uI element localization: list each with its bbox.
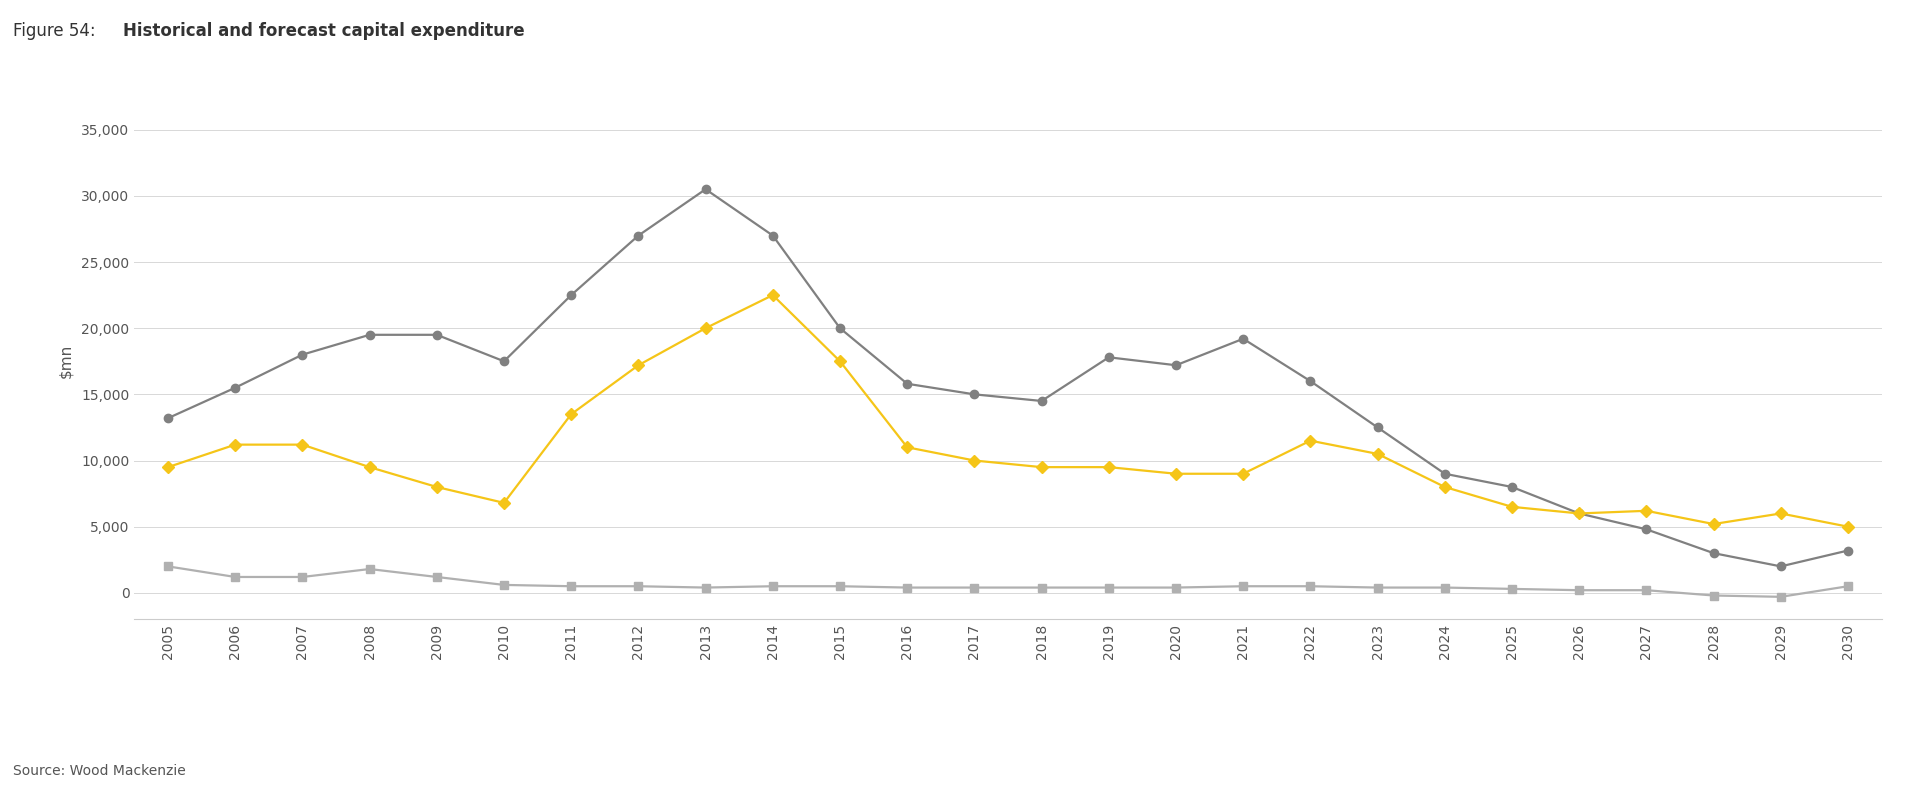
UK <box>1770 509 1793 518</box>
Text: Historical and forecast capital expenditure: Historical and forecast capital expendit… <box>123 21 524 40</box>
UK <box>829 357 852 366</box>
UK <box>426 482 449 491</box>
Norway <box>1703 549 1726 558</box>
Netherlands <box>1569 585 1592 595</box>
Netherlands <box>1703 591 1726 600</box>
Norway <box>1836 545 1859 555</box>
Norway <box>426 330 449 340</box>
Norway <box>762 231 785 241</box>
Norway <box>225 383 248 392</box>
Netherlands <box>829 581 852 591</box>
Norway <box>829 323 852 333</box>
UK <box>359 462 382 472</box>
Netherlands <box>1836 581 1859 591</box>
UK <box>1501 502 1524 511</box>
Netherlands <box>1770 592 1793 602</box>
Line: UK: UK <box>163 291 1853 531</box>
Norway <box>962 390 985 399</box>
UK <box>492 498 515 507</box>
Netherlands <box>1298 581 1321 591</box>
UK <box>762 291 785 300</box>
Netherlands <box>1098 583 1121 592</box>
Netherlands <box>1501 584 1524 594</box>
Norway <box>290 350 313 360</box>
Line: Norway: Norway <box>163 185 1853 571</box>
Norway <box>1164 360 1187 370</box>
Netherlands <box>1367 583 1390 592</box>
Netherlands <box>359 565 382 574</box>
Norway <box>1233 334 1256 344</box>
Netherlands <box>156 561 180 571</box>
UK <box>156 462 180 472</box>
Netherlands <box>695 583 718 592</box>
Netherlands <box>897 583 920 592</box>
Norway <box>492 357 515 366</box>
Text: Figure 54:: Figure 54: <box>13 21 102 40</box>
Norway <box>1098 353 1121 362</box>
Norway <box>561 291 584 300</box>
Netherlands <box>290 572 313 582</box>
Netherlands <box>1233 581 1256 591</box>
Text: Source: Wood Mackenzie: Source: Wood Mackenzie <box>13 764 186 778</box>
Netherlands <box>1164 583 1187 592</box>
UK <box>1233 469 1256 479</box>
UK <box>626 360 649 370</box>
Netherlands <box>1031 583 1054 592</box>
Norway <box>156 414 180 423</box>
Norway <box>1434 469 1457 479</box>
Norway <box>1298 376 1321 386</box>
UK <box>1298 436 1321 445</box>
UK <box>1434 482 1457 491</box>
UK <box>897 442 920 452</box>
Netherlands <box>626 581 649 591</box>
Norway <box>1031 396 1054 406</box>
Norway <box>695 184 718 194</box>
UK <box>225 440 248 449</box>
UK <box>1367 449 1390 459</box>
Norway <box>1634 525 1657 534</box>
Netherlands <box>492 580 515 590</box>
UK <box>290 440 313 449</box>
UK <box>1098 462 1121 472</box>
Netherlands <box>762 581 785 591</box>
Norway <box>1569 509 1592 518</box>
UK <box>695 323 718 333</box>
Norway <box>1501 482 1524 491</box>
Norway <box>897 379 920 388</box>
Y-axis label: $mn: $mn <box>58 344 73 379</box>
Netherlands <box>225 572 248 582</box>
UK <box>561 410 584 419</box>
Netherlands <box>426 572 449 582</box>
Norway <box>626 231 649 241</box>
Norway <box>1367 422 1390 432</box>
UK <box>1164 469 1187 479</box>
Netherlands <box>1634 585 1657 595</box>
UK <box>1031 462 1054 472</box>
Norway <box>359 330 382 340</box>
Netherlands <box>962 583 985 592</box>
Netherlands <box>1434 583 1457 592</box>
UK <box>1634 506 1657 515</box>
Norway <box>1770 561 1793 571</box>
UK <box>962 456 985 465</box>
UK <box>1836 522 1859 531</box>
Netherlands <box>561 581 584 591</box>
Line: Netherlands: Netherlands <box>163 562 1853 601</box>
UK <box>1569 509 1592 518</box>
UK <box>1703 519 1726 529</box>
